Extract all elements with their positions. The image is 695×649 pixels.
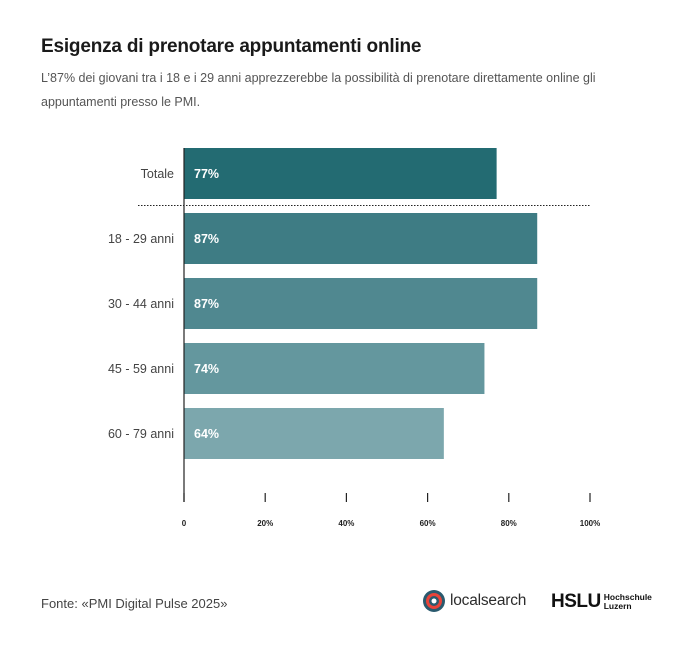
bar <box>184 148 497 199</box>
localsearch-logo-text: localsearch <box>450 592 527 609</box>
bar-value-label: 77% <box>194 167 219 181</box>
bar <box>184 408 444 459</box>
hslu-logo-sub-line1: Hochschule <box>603 592 652 602</box>
localsearch-logo: localsearch <box>422 589 526 613</box>
bar-value-label: 64% <box>194 427 219 441</box>
bar-value-label: 74% <box>194 362 219 376</box>
bar-chart: 77% Totale 87% 18 - 29 anni 87% 30 - 44 anni 7… <box>108 148 600 528</box>
x-tick-label: 100% <box>580 519 600 528</box>
bar <box>184 343 485 394</box>
bar-value-label: 87% <box>194 297 219 311</box>
hslu-logo-main: HSLU <box>551 591 601 612</box>
x-tick-label: 20% <box>257 519 273 528</box>
hslu-logo-sub: Hochschule Luzern <box>604 593 652 611</box>
category-label: 60 - 79 anni <box>108 427 174 441</box>
x-tick-label: 60% <box>420 519 436 528</box>
x-tick-label: 80% <box>501 519 517 528</box>
bar <box>184 278 538 329</box>
x-tick-label: 0 <box>182 519 187 528</box>
hslu-logo-sub-line2: Luzern <box>603 601 632 611</box>
source-note: Fonte: «PMI Digital Pulse 2025» <box>41 596 228 611</box>
bar-value-label: 87% <box>194 232 219 246</box>
bar <box>184 213 538 264</box>
x-tick-label: 40% <box>338 519 354 528</box>
category-label: 45 - 59 anni <box>108 362 174 376</box>
category-label: 30 - 44 anni <box>108 297 174 311</box>
chart-subtitle: L’87% dei giovani tra i 18 e i 29 anni a… <box>41 71 596 109</box>
category-label: Totale <box>141 167 174 181</box>
hslu-logo: HSLU Hochschule Luzern <box>551 591 652 613</box>
category-label: 18 - 29 anni <box>108 232 174 246</box>
chart-title: Esigenza di prenotare appuntamenti onlin… <box>41 36 422 57</box>
localsearch-logo-icon <box>423 590 445 612</box>
